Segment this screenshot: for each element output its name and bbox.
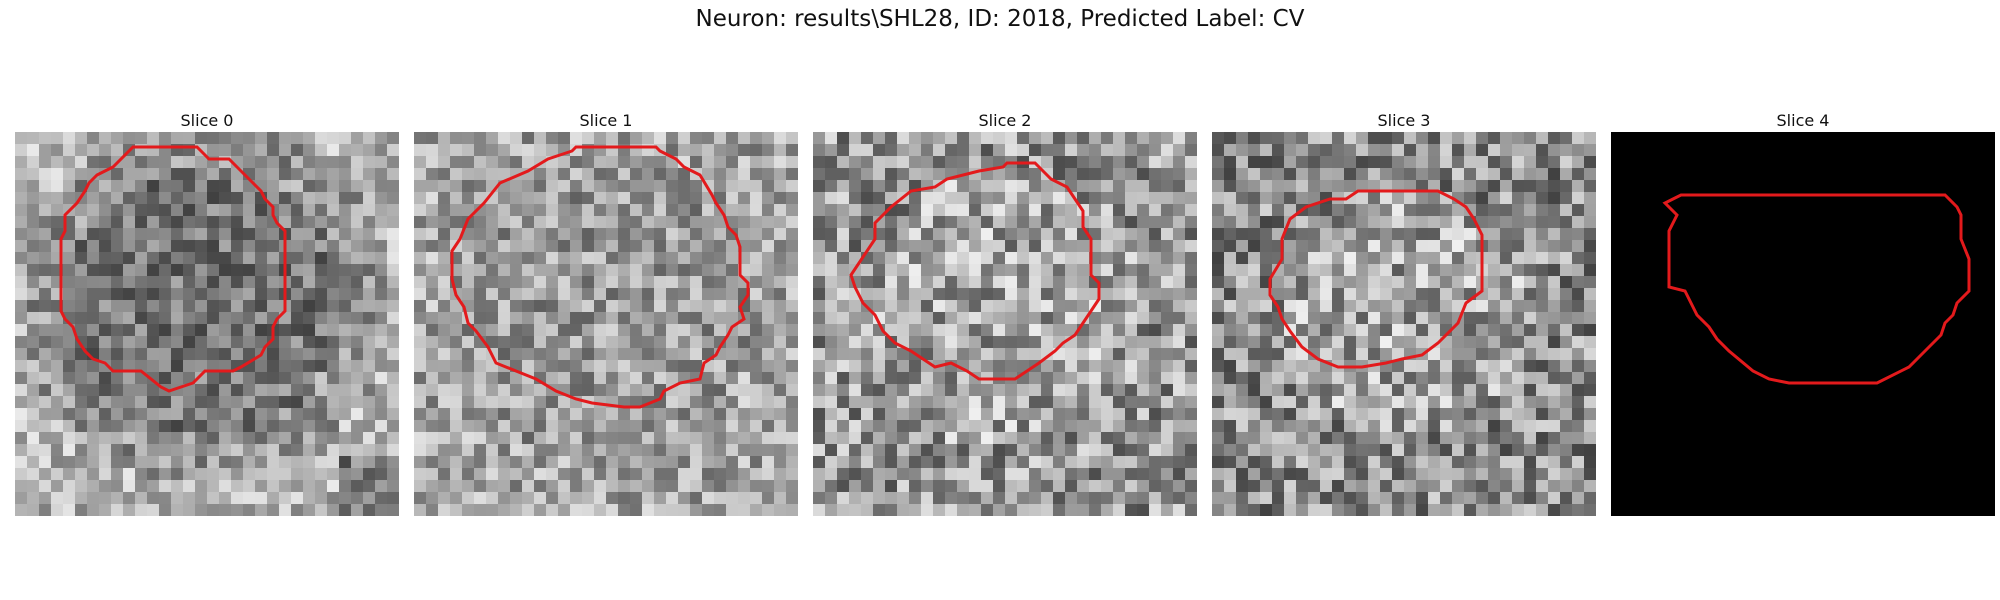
slice-panel-0: Slice 0 (15, 110, 399, 516)
slice-title: Slice 4 (1776, 111, 1830, 130)
slice-title: Slice 0 (180, 111, 234, 130)
neuron-contour (1268, 189, 1484, 369)
neuron-contour (849, 161, 1101, 381)
slice-panel-4: Slice 4 (1611, 110, 1995, 516)
slice-1-image (414, 132, 798, 516)
slice-panel-1: Slice 1 (414, 110, 798, 516)
slice-panel-3: Slice 3 (1212, 110, 1596, 516)
pixel-grid (1212, 132, 1596, 516)
empty-slice-background (1611, 132, 1995, 516)
slice-panel-2: Slice 2 (813, 110, 1197, 516)
neuron-contour (450, 145, 750, 409)
pixel-grid (15, 132, 399, 516)
slice-2-image (813, 132, 1197, 516)
neuron-contour (1662, 193, 1971, 385)
pixel-grid (813, 132, 1197, 516)
slice-title: Slice 1 (579, 111, 633, 130)
figure-title: Neuron: results\SHL28, ID: 2018, Predict… (695, 6, 1305, 32)
slice-0-image (15, 132, 399, 516)
slice-title: Slice 2 (978, 111, 1032, 130)
slice-title: Slice 3 (1377, 111, 1431, 130)
neuron-contour (59, 145, 287, 393)
slice-3-image (1212, 132, 1596, 516)
pixel-grid (414, 132, 798, 516)
slice-4-image (1611, 132, 1995, 516)
